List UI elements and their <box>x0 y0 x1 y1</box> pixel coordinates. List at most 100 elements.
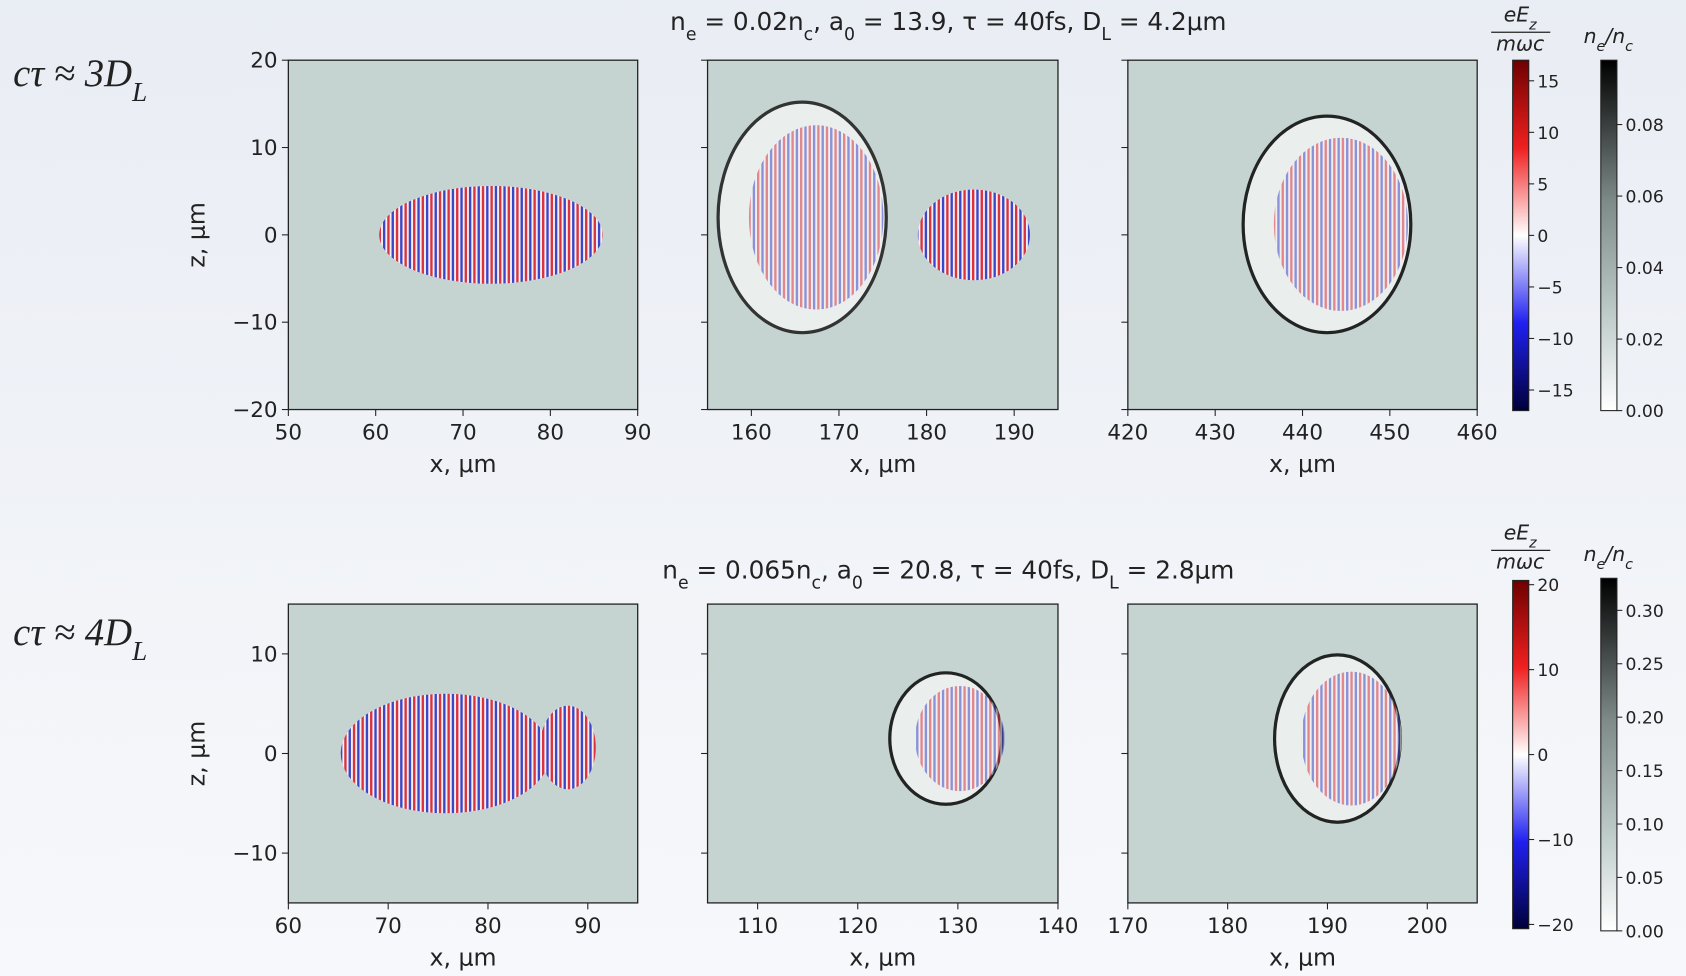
colorbar-tick-label: 10 <box>1537 124 1559 144</box>
row-title-part: c <box>804 25 814 45</box>
colorbar-tick-label: 0 <box>1537 227 1548 247</box>
row-label-part: cτ ≈ 4D <box>13 612 132 654</box>
row-label-part: L <box>131 77 147 107</box>
colorbar-tick-label: 15 <box>1537 72 1559 92</box>
x-axis-label: x, μm <box>1269 450 1336 478</box>
y-tick-label: −10 <box>232 842 277 867</box>
colorbar-tick-label: 0.05 <box>1626 869 1664 889</box>
x-tick-label: 60 <box>362 421 389 446</box>
colorbar-label-part: c <box>1625 39 1633 55</box>
colorbar-label-part: n <box>1584 542 1597 566</box>
y-tick-label: −10 <box>232 311 277 336</box>
colorbar-tick-label: 5 <box>1537 175 1548 195</box>
laser-pulse <box>748 125 884 310</box>
colorbar-label-part: /n <box>1603 24 1625 48</box>
x-tick-label: 160 <box>731 421 772 446</box>
colorbar-tick-label: −10 <box>1537 330 1573 350</box>
row-label: cτ ≈ 3DL <box>13 53 147 107</box>
colorbar-tick-label: 0.00 <box>1626 922 1664 942</box>
y-tick-label: 0 <box>264 742 278 767</box>
colorbar-label: ne/nc <box>1584 24 1634 55</box>
x-axis-label: x, μm <box>430 943 497 971</box>
colorbar-tick-label: −20 <box>1537 916 1573 936</box>
row-title-part: = 0.065n <box>689 555 812 584</box>
colorbar-label-part: c <box>1625 557 1633 573</box>
colorbar-tick-label: 0.20 <box>1626 709 1664 729</box>
y-tick-label: 0 <box>264 223 278 248</box>
colorbar-label-part: n <box>1584 24 1597 48</box>
x-tick-label: 190 <box>1307 914 1348 939</box>
colorbar-label-top-part: eE <box>1504 521 1530 545</box>
colorbar-label-bottom: mωc <box>1496 550 1544 574</box>
y-tick-label: 10 <box>250 642 277 667</box>
x-tick-label: 440 <box>1282 421 1323 446</box>
colorbar-label-bottom: mωc <box>1496 32 1544 56</box>
colorbar <box>1600 577 1618 932</box>
row-title-part: n <box>662 555 678 584</box>
row-label-part: L <box>131 636 147 666</box>
colorbar-tick-label: 0.10 <box>1626 815 1664 835</box>
colorbar-tick-label: −5 <box>1537 278 1562 298</box>
colorbar-tick-label: 0.15 <box>1626 762 1664 782</box>
x-axis-label: x, μm <box>1269 943 1336 971</box>
colorbar-tick-label: 0.30 <box>1626 602 1664 622</box>
colorbar-tick-label: 0.04 <box>1626 259 1664 279</box>
panel-image <box>707 604 1058 903</box>
row-label: cτ ≈ 4DL <box>13 612 147 666</box>
x-tick-label: 70 <box>374 914 401 939</box>
laser-pulse <box>1273 137 1409 312</box>
x-tick-label: 60 <box>275 914 302 939</box>
colorbar-label-part: e <box>1597 557 1606 573</box>
plasma-cavity <box>340 693 551 814</box>
colorbar-label-part: e <box>1597 39 1606 55</box>
x-tick-label: 90 <box>624 421 651 446</box>
x-tick-label: 180 <box>1207 914 1248 939</box>
x-tick-label: 170 <box>818 421 859 446</box>
colorbar-tick-label: 0.02 <box>1626 331 1664 351</box>
plasma-cavity <box>917 189 1030 281</box>
x-tick-label: 460 <box>1457 421 1498 446</box>
x-tick-label: 140 <box>1037 914 1078 939</box>
y-tick-label: 20 <box>250 49 277 74</box>
x-tick-label: 110 <box>737 914 778 939</box>
row-title-part: L <box>1109 573 1119 593</box>
x-axis-label: x, μm <box>849 450 916 478</box>
y-axis-label: z, μm <box>183 202 211 267</box>
laser-pulse <box>1301 671 1402 806</box>
row-title: ne = 0.065nc, a0 = 20.8, τ = 40fs, DL = … <box>662 555 1234 593</box>
x-tick-label: 120 <box>837 914 878 939</box>
colorbar-label-top-part: z <box>1528 536 1537 552</box>
row-title-part: L <box>1101 25 1111 45</box>
x-tick-label: 190 <box>994 421 1035 446</box>
row-label-part: cτ ≈ 3D <box>13 53 132 95</box>
colorbar-label: ne/nc <box>1584 542 1634 573</box>
y-tick-label: 10 <box>250 136 277 161</box>
row-title-part: = 20.8, τ = 40fs, D <box>863 555 1109 584</box>
colorbar-label-top: eEz <box>1504 521 1537 552</box>
colorbar <box>1512 579 1530 930</box>
row-title-part: 0 <box>852 573 863 593</box>
colorbar-tick-label: 0 <box>1537 746 1548 766</box>
row-title-part: n <box>670 7 686 36</box>
x-tick-label: 170 <box>1107 914 1148 939</box>
row-title-part: 0 <box>844 25 855 45</box>
x-tick-label: 90 <box>574 914 601 939</box>
colorbar <box>1512 59 1530 412</box>
x-tick-label: 130 <box>937 914 978 939</box>
colorbar <box>1600 59 1618 412</box>
plasma-cavity <box>379 185 603 284</box>
colorbar-tick-label: 0.25 <box>1626 655 1664 675</box>
x-axis-label: x, μm <box>849 943 916 971</box>
row-title-part: c <box>811 573 821 593</box>
colorbar-tick-label: −10 <box>1537 831 1573 851</box>
row-title-part: e <box>686 25 697 45</box>
colorbar-tick-label: −15 <box>1537 381 1573 401</box>
y-axis-label: z, μm <box>183 721 211 786</box>
colorbar-tick-label: 0.06 <box>1626 188 1664 208</box>
x-tick-label: 50 <box>275 421 302 446</box>
x-tick-label: 420 <box>1107 421 1148 446</box>
x-tick-label: 80 <box>537 421 564 446</box>
x-tick-label: 430 <box>1195 421 1236 446</box>
